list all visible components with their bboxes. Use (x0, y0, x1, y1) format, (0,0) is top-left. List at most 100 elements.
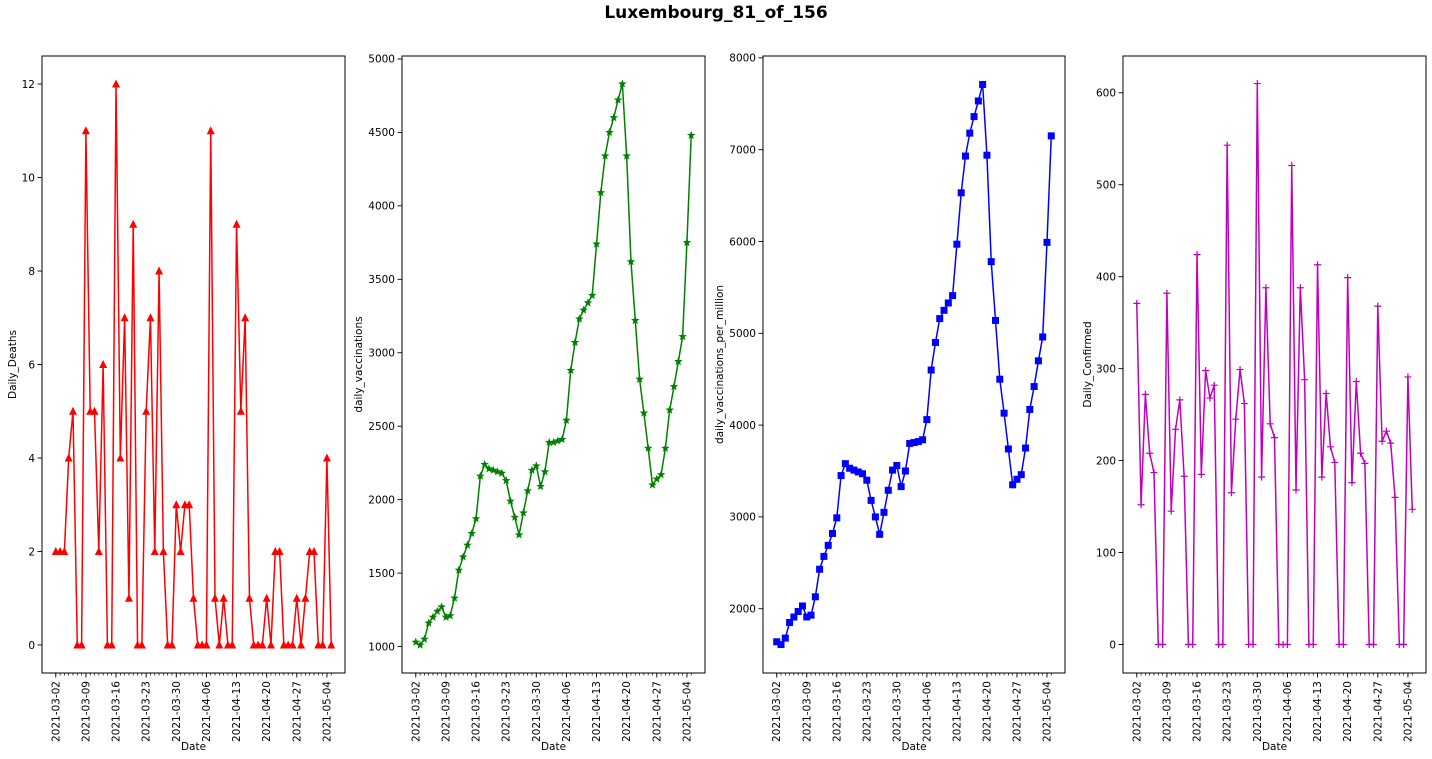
x-tick-label: 2021-04-27 (291, 681, 303, 742)
data-point (841, 460, 849, 468)
data-point (1159, 640, 1167, 648)
data-point (1197, 470, 1205, 478)
x-axis-label: Date (901, 741, 926, 753)
data-point (1133, 299, 1141, 307)
data-point (1326, 443, 1334, 451)
series-line (55, 83, 332, 646)
y-tick-label: 300 (1096, 363, 1116, 375)
x-tick-label: 2021-04-13 (1312, 681, 1324, 742)
data-point (544, 437, 554, 446)
data-point (228, 640, 237, 649)
y-tick-label: 200 (1096, 455, 1116, 467)
x-tick-label: 2021-04-20 (261, 681, 273, 742)
data-point (301, 593, 310, 602)
data-point (987, 258, 995, 266)
data-point (1047, 132, 1055, 140)
data-point (450, 593, 459, 602)
data-point (77, 640, 86, 649)
data-point (575, 314, 584, 323)
data-point (1387, 439, 1395, 447)
data-point (949, 292, 957, 300)
data-point (876, 530, 884, 538)
x-axis-label: Date (181, 741, 206, 753)
x-tick-label: 2021-05-04 (321, 681, 333, 742)
y-tick-label: 8000 (729, 53, 756, 65)
data-point (1141, 390, 1149, 398)
data-point (266, 640, 275, 649)
x-tick-label: 2021-03-23 (861, 681, 873, 742)
data-point (441, 612, 451, 621)
data-point (1339, 640, 1347, 648)
data-point (1391, 493, 1399, 501)
y-tick-label: 6000 (729, 236, 756, 248)
data-point (1357, 449, 1365, 457)
data-point (631, 315, 640, 325)
data-point (1193, 251, 1201, 259)
data-point (643, 443, 653, 452)
data-point (1240, 400, 1248, 408)
data-point (1318, 473, 1326, 481)
y-axis-label: Daily_Deaths (7, 330, 19, 399)
data-point (94, 546, 103, 555)
data-point (665, 405, 674, 414)
y-tick-label: 0 (28, 640, 35, 652)
data-point (232, 219, 241, 228)
data-point (678, 332, 687, 341)
data-point (811, 593, 819, 601)
data-point (1137, 501, 1145, 509)
x-tick-label: 2021-03-23 (501, 681, 513, 742)
data-point (415, 640, 425, 649)
y-tick-label: 6 (28, 359, 35, 371)
data-point (1189, 640, 1197, 648)
data-point (275, 546, 284, 555)
data-point (579, 305, 588, 314)
data-point (1227, 489, 1235, 497)
data-point (974, 97, 982, 105)
data-point (979, 80, 987, 88)
data-point (527, 465, 537, 474)
y-tick-label: 4000 (368, 201, 395, 213)
data-point (476, 471, 485, 480)
x-tick-label: 2021-04-20 (981, 681, 993, 742)
data-point (1322, 389, 1330, 397)
data-point (310, 546, 319, 555)
data-point (1202, 366, 1210, 374)
x-tick-label: 2021-04-06 (1282, 681, 1294, 742)
data-point (828, 529, 836, 537)
subplot-1: 2021-03-02 2021-03-09 2021-03-16 2021-03-23… (7, 55, 346, 753)
data-point (1172, 425, 1180, 433)
x-tick-label: 2021-03-16 (471, 681, 483, 742)
data-point (81, 126, 90, 135)
y-tick-label: 2000 (368, 494, 395, 506)
data-point (884, 486, 892, 494)
data-point (1004, 445, 1012, 453)
data-point (424, 618, 433, 627)
x-tick-label: 2021-03-30 (171, 681, 183, 742)
x-tick-label: 2021-03-02 (771, 681, 783, 742)
data-point (1000, 409, 1008, 417)
data-point (549, 437, 558, 446)
data-point (1331, 458, 1339, 466)
data-point (798, 602, 806, 610)
data-point (245, 593, 254, 602)
x-tick-label: 2021-04-27 (1372, 681, 1384, 742)
y-axis-label: daily_vaccinations (353, 316, 365, 412)
data-point (1163, 289, 1171, 297)
figure-title: Luxembourg_81_of_156 (604, 3, 828, 23)
data-point (596, 188, 606, 197)
data-point (297, 640, 306, 649)
data-point (605, 127, 614, 137)
data-point (488, 465, 498, 474)
y-tick-label: 3500 (368, 274, 395, 286)
data-point (992, 316, 1000, 324)
data-point (850, 466, 858, 474)
y-tick-label: 2000 (729, 604, 756, 616)
data-point (532, 461, 541, 470)
data-point (931, 338, 939, 346)
data-point (816, 565, 824, 573)
series-line (415, 83, 692, 646)
plot-frame (401, 55, 706, 674)
data-point (618, 79, 627, 88)
data-point (1210, 381, 1218, 389)
data-point (1369, 640, 1377, 648)
